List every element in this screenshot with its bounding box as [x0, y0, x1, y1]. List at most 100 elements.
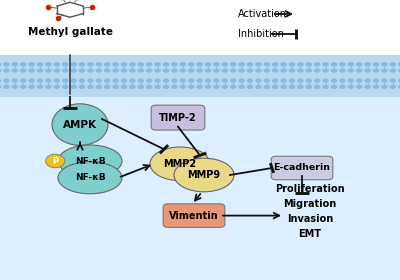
- Circle shape: [297, 85, 304, 89]
- Circle shape: [121, 68, 127, 73]
- Circle shape: [213, 62, 220, 67]
- Circle shape: [390, 85, 396, 89]
- Circle shape: [163, 78, 169, 83]
- Circle shape: [180, 85, 186, 89]
- Circle shape: [373, 85, 379, 89]
- Circle shape: [96, 78, 102, 83]
- Circle shape: [45, 68, 52, 73]
- Circle shape: [222, 68, 228, 73]
- Circle shape: [331, 62, 337, 67]
- Circle shape: [104, 78, 110, 83]
- Circle shape: [196, 62, 203, 67]
- Circle shape: [138, 78, 144, 83]
- Circle shape: [331, 85, 337, 89]
- Text: NF-κB: NF-κB: [75, 157, 105, 165]
- Circle shape: [222, 85, 228, 89]
- Circle shape: [121, 78, 127, 83]
- Circle shape: [364, 68, 371, 73]
- Circle shape: [171, 78, 178, 83]
- Circle shape: [348, 78, 354, 83]
- Text: Methyl gallate: Methyl gallate: [28, 27, 112, 37]
- Circle shape: [0, 62, 1, 67]
- Circle shape: [112, 68, 119, 73]
- Circle shape: [96, 68, 102, 73]
- Circle shape: [46, 154, 65, 168]
- Circle shape: [196, 78, 203, 83]
- Circle shape: [297, 68, 304, 73]
- Ellipse shape: [58, 162, 122, 194]
- Circle shape: [364, 78, 371, 83]
- Circle shape: [289, 78, 295, 83]
- Circle shape: [104, 62, 110, 67]
- Circle shape: [87, 78, 94, 83]
- Circle shape: [339, 78, 346, 83]
- Circle shape: [112, 78, 119, 83]
- Circle shape: [289, 85, 295, 89]
- Circle shape: [213, 68, 220, 73]
- Circle shape: [272, 62, 278, 67]
- Circle shape: [238, 62, 245, 67]
- Circle shape: [348, 68, 354, 73]
- Circle shape: [373, 62, 379, 67]
- Circle shape: [238, 78, 245, 83]
- Circle shape: [154, 78, 161, 83]
- Circle shape: [28, 85, 35, 89]
- Circle shape: [96, 85, 102, 89]
- Circle shape: [247, 68, 253, 73]
- Circle shape: [138, 68, 144, 73]
- Circle shape: [264, 78, 270, 83]
- Circle shape: [373, 68, 379, 73]
- Circle shape: [20, 68, 26, 73]
- Circle shape: [390, 62, 396, 67]
- Circle shape: [163, 68, 169, 73]
- Circle shape: [398, 85, 400, 89]
- Circle shape: [62, 85, 68, 89]
- Circle shape: [37, 62, 43, 67]
- Circle shape: [171, 85, 178, 89]
- Circle shape: [381, 78, 388, 83]
- Circle shape: [79, 85, 85, 89]
- Circle shape: [264, 62, 270, 67]
- Circle shape: [255, 62, 262, 67]
- Circle shape: [280, 68, 287, 73]
- Circle shape: [3, 78, 10, 83]
- Circle shape: [373, 78, 379, 83]
- Text: Activation: Activation: [238, 9, 287, 19]
- Circle shape: [188, 85, 194, 89]
- Text: Proliferation
Migration
Invasion
EMT: Proliferation Migration Invasion EMT: [275, 184, 345, 239]
- Circle shape: [20, 78, 26, 83]
- Circle shape: [196, 85, 203, 89]
- Circle shape: [3, 85, 10, 89]
- Circle shape: [171, 62, 178, 67]
- Circle shape: [79, 68, 85, 73]
- Circle shape: [37, 78, 43, 83]
- Circle shape: [37, 68, 43, 73]
- Circle shape: [0, 78, 1, 83]
- Circle shape: [255, 78, 262, 83]
- Circle shape: [364, 62, 371, 67]
- Circle shape: [28, 68, 35, 73]
- Circle shape: [213, 78, 220, 83]
- Text: E-cadherin: E-cadherin: [274, 164, 330, 172]
- Circle shape: [79, 78, 85, 83]
- Circle shape: [154, 62, 161, 67]
- Circle shape: [306, 85, 312, 89]
- Bar: [0, 0, 400, 76]
- Circle shape: [339, 85, 346, 89]
- Circle shape: [12, 62, 18, 67]
- Circle shape: [129, 78, 136, 83]
- Circle shape: [230, 68, 236, 73]
- Circle shape: [146, 85, 152, 89]
- Circle shape: [289, 68, 295, 73]
- Circle shape: [390, 68, 396, 73]
- Circle shape: [247, 78, 253, 83]
- Circle shape: [37, 85, 43, 89]
- Text: TIMP-2: TIMP-2: [159, 113, 197, 123]
- Circle shape: [247, 62, 253, 67]
- Circle shape: [138, 62, 144, 67]
- Circle shape: [138, 85, 144, 89]
- Circle shape: [280, 78, 287, 83]
- Circle shape: [196, 68, 203, 73]
- Circle shape: [180, 62, 186, 67]
- Circle shape: [222, 62, 228, 67]
